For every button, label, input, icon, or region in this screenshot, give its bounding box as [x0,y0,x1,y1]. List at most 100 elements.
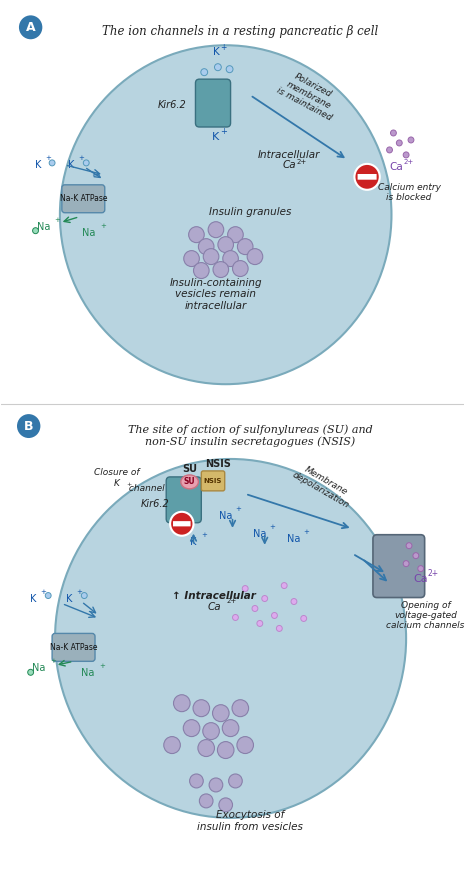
Circle shape [247,249,263,265]
Circle shape [222,720,239,737]
Text: K: K [66,594,73,603]
Text: +: + [99,663,105,670]
Circle shape [199,239,214,255]
Text: The ion channels in a resting pancreatic β cell: The ion channels in a resting pancreatic… [102,25,378,38]
Circle shape [242,586,248,592]
FancyBboxPatch shape [52,634,95,662]
Text: non-SU insulin secretagogues (NSIS): non-SU insulin secretagogues (NSIS) [145,436,355,447]
Text: +: + [54,216,60,223]
Text: Na: Na [82,228,96,238]
Text: +: + [304,528,310,535]
Text: +: + [270,524,275,530]
Circle shape [190,774,203,788]
Circle shape [218,742,234,758]
Circle shape [82,593,87,598]
Text: Ca: Ca [207,602,221,611]
Circle shape [193,263,209,279]
Text: Insulin granules: Insulin granules [209,207,291,216]
FancyBboxPatch shape [173,521,191,527]
Circle shape [198,739,214,756]
Circle shape [228,227,243,242]
Circle shape [189,227,204,242]
Text: K: K [30,594,37,603]
Text: The site of action of sulfonylureas (SU) and: The site of action of sulfonylureas (SU)… [128,424,373,434]
Ellipse shape [60,46,392,384]
Circle shape [237,737,254,754]
Circle shape [203,722,219,739]
Circle shape [281,583,287,588]
Circle shape [208,222,224,238]
Circle shape [209,778,223,792]
Circle shape [218,237,234,253]
Text: Kir6.2: Kir6.2 [158,100,186,110]
FancyBboxPatch shape [166,477,201,523]
Text: K: K [212,47,219,57]
FancyBboxPatch shape [357,174,377,180]
Circle shape [49,160,55,166]
Text: Opening of
voltage-gated
calcium channels: Opening of voltage-gated calcium channel… [386,601,465,630]
Text: Na: Na [81,669,94,679]
Text: Na-K ATPase: Na-K ATPase [50,643,97,652]
Text: +: + [220,128,227,137]
Text: Intracellular: Intracellular [258,150,320,160]
Text: Kir6.2: Kir6.2 [141,499,170,509]
Text: Ca: Ca [390,162,403,172]
Text: Na: Na [219,510,232,521]
Circle shape [193,700,210,717]
Text: ↑ Intracellular: ↑ Intracellular [172,591,256,601]
Circle shape [213,262,228,277]
Circle shape [391,130,396,136]
Circle shape [301,615,307,621]
Circle shape [233,614,238,620]
Text: K: K [68,160,75,170]
Text: K: K [191,536,197,547]
Text: +: + [201,532,207,537]
FancyBboxPatch shape [195,80,230,127]
Circle shape [276,626,282,631]
Circle shape [257,620,263,627]
Circle shape [228,774,242,788]
Circle shape [291,598,297,604]
Circle shape [214,63,221,71]
Circle shape [408,137,414,143]
Ellipse shape [55,459,406,818]
Text: 2+: 2+ [297,159,307,164]
Text: SU: SU [184,477,195,486]
Circle shape [212,704,229,721]
Circle shape [355,164,380,190]
Text: +: + [220,43,227,52]
Text: A: A [26,21,36,34]
Circle shape [184,250,200,266]
Circle shape [27,670,34,675]
Circle shape [219,798,233,812]
Text: K: K [35,160,42,170]
Text: +: + [78,155,84,161]
Circle shape [201,69,208,76]
Text: NSIS: NSIS [204,478,222,484]
Text: channel: channel [126,485,165,493]
Ellipse shape [181,475,199,489]
Circle shape [237,239,253,255]
Circle shape [272,612,277,619]
Text: Na-K ATPase: Na-K ATPase [60,194,107,203]
Text: +: + [100,223,106,229]
Circle shape [418,566,424,571]
Text: +: + [46,155,51,161]
Text: Ca: Ca [413,574,428,584]
Text: Membrane
depolarization: Membrane depolarization [291,461,356,510]
Circle shape [403,152,409,158]
Circle shape [262,595,268,602]
Text: NSIS: NSIS [205,459,231,469]
Circle shape [413,552,419,559]
Text: Closure of
K: Closure of K [94,468,139,487]
Text: +: + [40,588,46,595]
Circle shape [19,15,42,39]
Circle shape [200,794,213,808]
Text: +: + [236,506,241,511]
Circle shape [170,511,193,536]
Text: Na: Na [287,534,301,544]
Circle shape [406,543,412,549]
Circle shape [183,720,200,737]
Text: B: B [24,419,34,433]
Circle shape [233,260,248,276]
